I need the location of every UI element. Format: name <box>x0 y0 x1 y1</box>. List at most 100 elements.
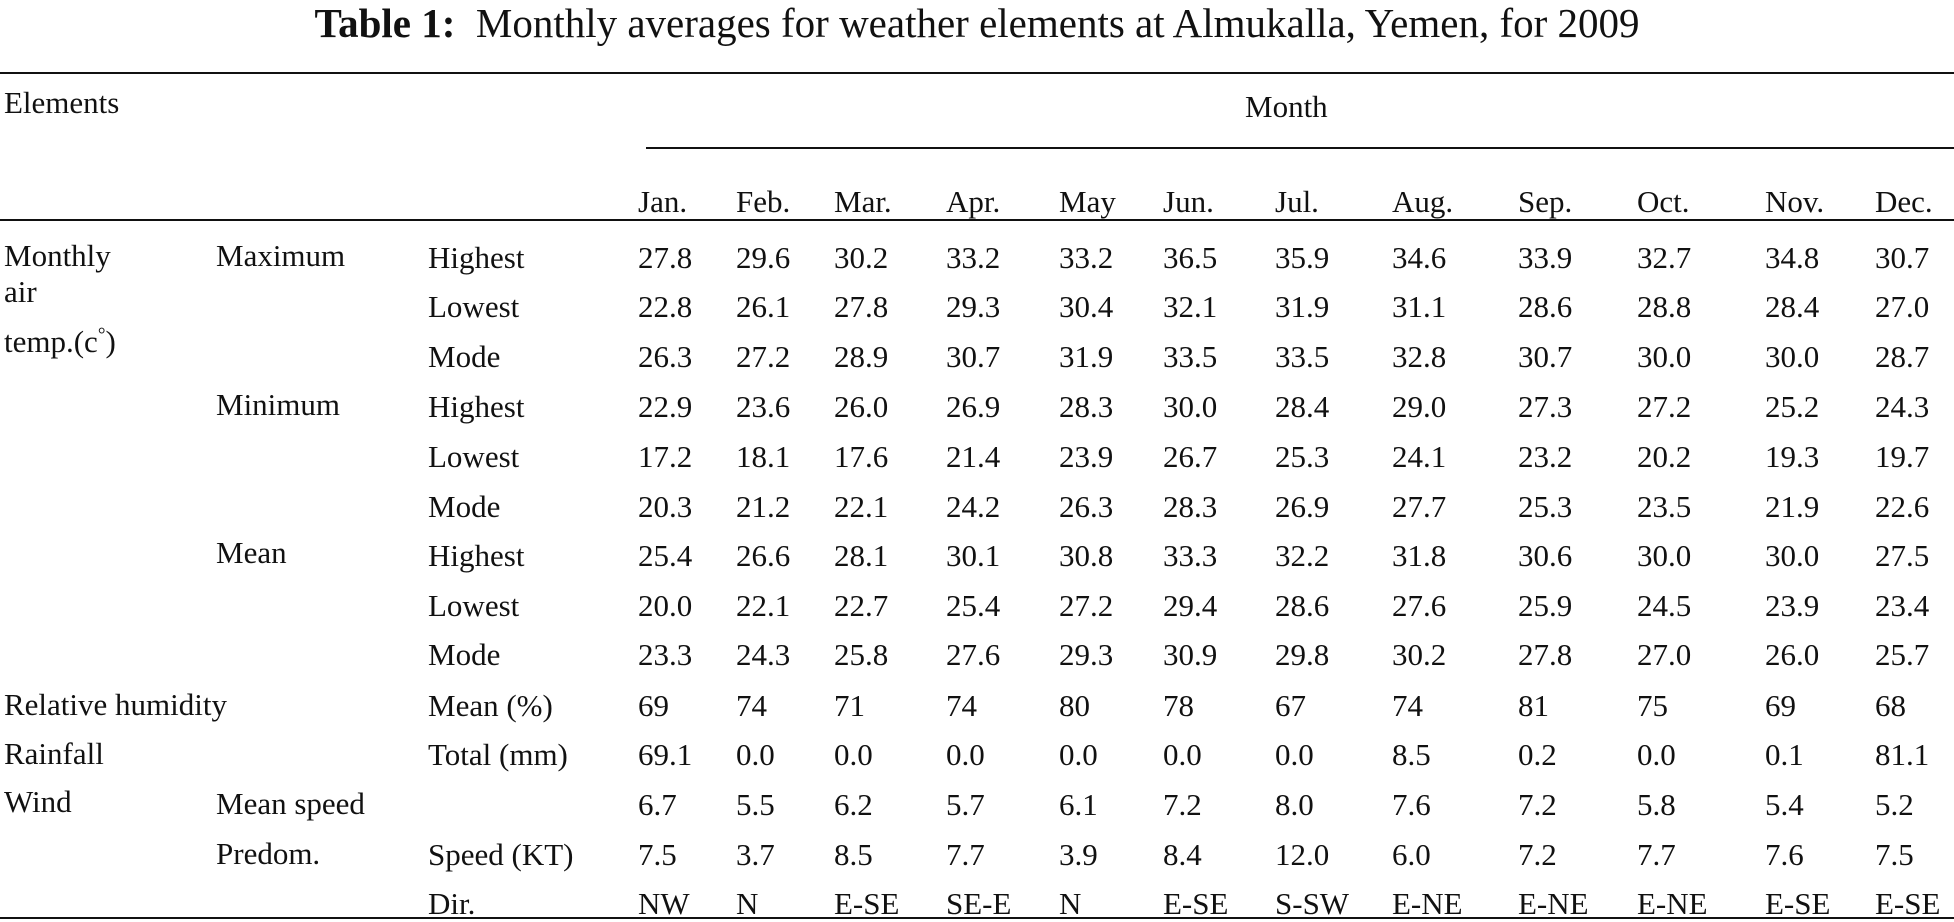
bottom-rule <box>0 917 1954 919</box>
table-cell: 7.2 <box>1518 787 1557 822</box>
month-header-jul: Jul. <box>1275 184 1319 219</box>
table-cell: 23.4 <box>1875 588 1930 623</box>
table-cell: 23.5 <box>1637 489 1692 524</box>
maximum-label: Maximum <box>216 238 346 273</box>
table-cell: 5.8 <box>1637 787 1676 822</box>
table-cell: 12.0 <box>1275 837 1330 872</box>
table-cell: 30.0 <box>1163 389 1218 424</box>
table-cell: 28.6 <box>1518 289 1573 324</box>
mean-label: Mean <box>216 535 287 570</box>
table-cell: 25.3 <box>1518 489 1573 524</box>
table-cell: E-SE <box>1163 886 1229 921</box>
row-label: Highest <box>428 240 525 275</box>
table-cell: 28.3 <box>1163 489 1218 524</box>
table-cell: 8.5 <box>834 837 873 872</box>
table-cell: 28.9 <box>834 339 889 374</box>
table-cell: 26.0 <box>834 389 889 424</box>
minimum-label: Minimum <box>216 387 341 422</box>
table-cell: 30.1 <box>946 538 1001 573</box>
table-cell: 22.9 <box>638 389 693 424</box>
table-cell: 29.3 <box>1059 637 1114 672</box>
table-cell: 24.3 <box>736 637 791 672</box>
table-cell: 32.8 <box>1392 339 1447 374</box>
row-label: Total (mm) <box>428 737 568 772</box>
table-cell: 30.7 <box>1875 240 1930 275</box>
table-cell: 18.1 <box>736 439 791 474</box>
table-cell: 32.2 <box>1275 538 1330 573</box>
table-cell: 3.9 <box>1059 837 1098 872</box>
row-label: Lowest <box>428 439 520 474</box>
table-cell: 7.5 <box>1875 837 1914 872</box>
table-cell: E-SE <box>1875 886 1941 921</box>
table-cell: 30.9 <box>1163 637 1218 672</box>
month-header-mar: Mar. <box>834 184 892 219</box>
table-cell: 81 <box>1518 688 1549 723</box>
table-cell: 23.9 <box>1059 439 1114 474</box>
predom-label: Predom. <box>216 836 321 871</box>
table-cell: 28.3 <box>1059 389 1114 424</box>
wind-label: Wind <box>4 784 72 819</box>
table-cell: 26.7 <box>1163 439 1218 474</box>
table-cell: 27.6 <box>946 637 1001 672</box>
table-cell: 75 <box>1637 688 1668 723</box>
table-cell: 17.6 <box>834 439 889 474</box>
row-label: Speed (KT) <box>428 837 574 872</box>
table-cell: N <box>736 886 759 921</box>
row-label: Mode <box>428 637 501 672</box>
header-rule <box>0 219 1954 221</box>
air-temp-label-line3: temp.(c°) <box>4 324 116 360</box>
table-cell: 7.5 <box>638 837 677 872</box>
table-cell: 30.0 <box>1765 339 1820 374</box>
table-cell: 29.4 <box>1163 588 1218 623</box>
table-cell: E-SE <box>834 886 900 921</box>
table-cell: 26.9 <box>946 389 1001 424</box>
table-cell: 27.3 <box>1518 389 1573 424</box>
table-cell: 33.5 <box>1275 339 1330 374</box>
table-cell: 7.6 <box>1392 787 1431 822</box>
table-cell: 34.6 <box>1392 240 1447 275</box>
table-cell: 69 <box>638 688 669 723</box>
air-temp-label-suffix: ) <box>105 324 116 359</box>
air-temp-label-prefix: temp.(c <box>4 324 98 359</box>
table-cell: 74 <box>1392 688 1423 723</box>
table-cell: 29.3 <box>946 289 1001 324</box>
table-cell: 30.2 <box>1392 637 1447 672</box>
month-header-jan: Jan. <box>638 184 688 219</box>
month-header-may: May <box>1059 184 1116 219</box>
table-cell: 5.2 <box>1875 787 1914 822</box>
table-cell: 22.1 <box>736 588 791 623</box>
table-cell: 32.7 <box>1637 240 1692 275</box>
table-cell: 28.7 <box>1875 339 1930 374</box>
mean-speed-label: Mean speed <box>216 786 365 821</box>
table-cell: E-NE <box>1637 886 1708 921</box>
table-cell: E-SE <box>1765 886 1831 921</box>
month-header-jun: Jun. <box>1163 184 1214 219</box>
table-cell: 78 <box>1163 688 1194 723</box>
table-cell: E-NE <box>1518 886 1589 921</box>
table-cell: 33.2 <box>1059 240 1114 275</box>
table-cell: 67 <box>1275 688 1306 723</box>
table-caption-text: Monthly averages for weather elements at… <box>475 0 1640 46</box>
table-cell: 24.2 <box>946 489 1001 524</box>
table-cell: 7.7 <box>1637 837 1676 872</box>
table-cell: 0.0 <box>946 737 985 772</box>
table-cell: 30.0 <box>1765 538 1820 573</box>
table-cell: 25.4 <box>946 588 1001 623</box>
table-cell: 27.6 <box>1392 588 1447 623</box>
table-cell: 5.7 <box>946 787 985 822</box>
table-cell: 27.8 <box>638 240 693 275</box>
row-label: Lowest <box>428 289 520 324</box>
table-cell: 25.3 <box>1275 439 1330 474</box>
table-cell: 33.5 <box>1163 339 1218 374</box>
row-label: Dir. <box>428 886 476 921</box>
row-label: Highest <box>428 538 525 573</box>
table-cell: NW <box>638 886 690 921</box>
table-cell: E-NE <box>1392 886 1463 921</box>
table-cell: 80 <box>1059 688 1090 723</box>
table-cell: 26.9 <box>1275 489 1330 524</box>
table-cell: 23.2 <box>1518 439 1573 474</box>
table-cell: 19.7 <box>1875 439 1930 474</box>
table-cell: 29.6 <box>736 240 791 275</box>
top-rule <box>0 72 1954 74</box>
table-cell: 71 <box>834 688 865 723</box>
